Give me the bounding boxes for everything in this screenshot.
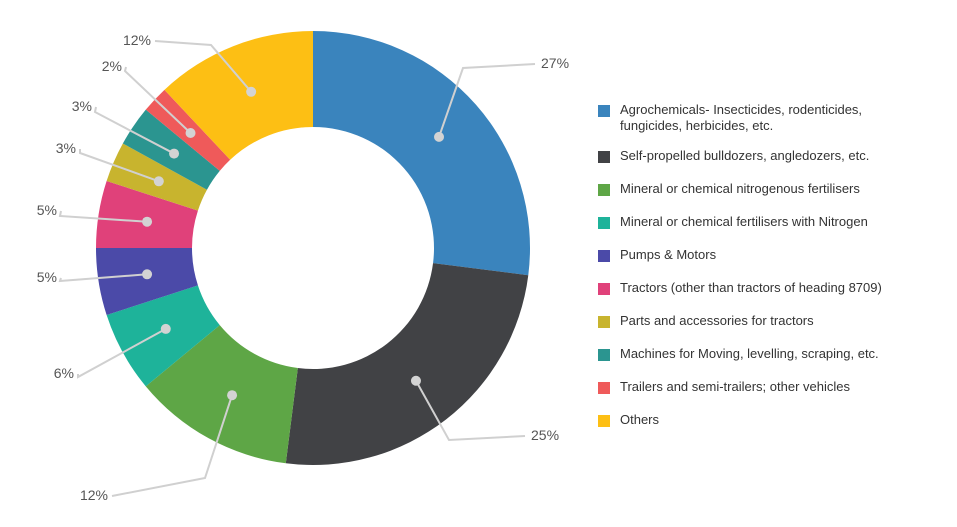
legend-swatch — [598, 382, 610, 394]
legend-label: Trailers and semi-trailers; other vehicl… — [620, 379, 850, 394]
legend-swatch — [598, 349, 610, 361]
leader-dot — [246, 86, 257, 97]
legend-label: Mineral or chemical nitrogenous fertilis… — [620, 181, 860, 196]
donut-slices — [96, 31, 530, 465]
value-label: 5% — [37, 202, 57, 218]
legend-label: Self-propelled bulldozers, angledozers, … — [620, 148, 870, 163]
leader-line — [111, 394, 234, 497]
legend-item: Pumps & Motors — [598, 247, 948, 263]
value-label: 2% — [102, 58, 122, 74]
legend-swatch — [598, 316, 610, 328]
legend-item: Mineral or chemical fertilisers with Nit… — [598, 214, 948, 230]
donut-slice — [164, 31, 313, 160]
chart-legend: Agrochemicals- Insecticides, rodenticide… — [598, 102, 948, 445]
leader-line — [123, 66, 192, 134]
legend-swatch — [598, 184, 610, 196]
donut-slice — [96, 180, 198, 248]
legend-swatch — [598, 151, 610, 163]
value-labels: 27%25%12%6%5%5%3%3%2%12% — [37, 32, 569, 503]
legend-label: Machines for Moving, levelling, scraping… — [620, 346, 879, 361]
leader-dot — [153, 176, 164, 187]
leader-line — [438, 63, 536, 138]
leader-lines — [58, 40, 536, 497]
legend-item: Machines for Moving, levelling, scraping… — [598, 346, 948, 362]
leader-dot — [142, 269, 153, 280]
leader-line — [58, 210, 148, 223]
legend-label: Mineral or chemical fertilisers with Nit… — [620, 214, 868, 229]
leader-dot — [227, 390, 238, 401]
leader-line — [93, 106, 175, 155]
leader-line — [58, 273, 148, 283]
legend-label: Agrochemicals- Insecticides, rodenticide… — [620, 102, 863, 133]
leader-dot — [142, 216, 153, 227]
leader-dot — [434, 131, 445, 142]
value-label: 6% — [54, 365, 74, 381]
legend-item: Others — [598, 412, 948, 428]
value-label: 3% — [72, 98, 92, 114]
donut-slice — [106, 285, 220, 387]
leader-line — [77, 328, 167, 379]
leader-dot — [160, 323, 171, 334]
leader-dot — [185, 127, 196, 138]
value-label: 12% — [80, 487, 108, 503]
legend-label: Parts and accessories for tractors — [620, 313, 814, 328]
donut-slice — [285, 263, 529, 465]
value-label: 27% — [541, 55, 569, 71]
donut-slice — [313, 31, 530, 276]
legend-swatch — [598, 250, 610, 262]
value-label: 5% — [37, 269, 57, 285]
legend-item: Agrochemicals- Insecticides, rodenticide… — [598, 102, 948, 134]
legend-label: Pumps & Motors — [620, 247, 717, 262]
leader-dot — [169, 148, 180, 159]
donut-slice — [96, 248, 198, 316]
value-label: 12% — [123, 32, 151, 48]
legend-item: Trailers and semi-trailers; other vehicl… — [598, 379, 948, 395]
leader-line — [415, 380, 526, 442]
legend-label: Others — [620, 412, 660, 427]
legend-item: Mineral or chemical nitrogenous fertilis… — [598, 181, 948, 197]
legend-swatch — [598, 415, 610, 427]
legend-item: Parts and accessories for tractors — [598, 313, 948, 329]
legend-swatch — [598, 217, 610, 229]
value-label: 25% — [531, 427, 559, 443]
legend-swatch — [598, 105, 610, 117]
legend-swatch — [598, 283, 610, 295]
leader-line — [79, 149, 160, 183]
legend-label: Tractors (other than tractors of heading… — [620, 280, 882, 295]
leader-dot — [410, 375, 421, 386]
leader-line — [154, 40, 252, 93]
donut-slice — [145, 325, 298, 464]
legend-item: Tractors (other than tractors of heading… — [598, 280, 948, 296]
legend-item: Self-propelled bulldozers, angledozers, … — [598, 148, 948, 164]
value-label: 3% — [56, 140, 76, 156]
